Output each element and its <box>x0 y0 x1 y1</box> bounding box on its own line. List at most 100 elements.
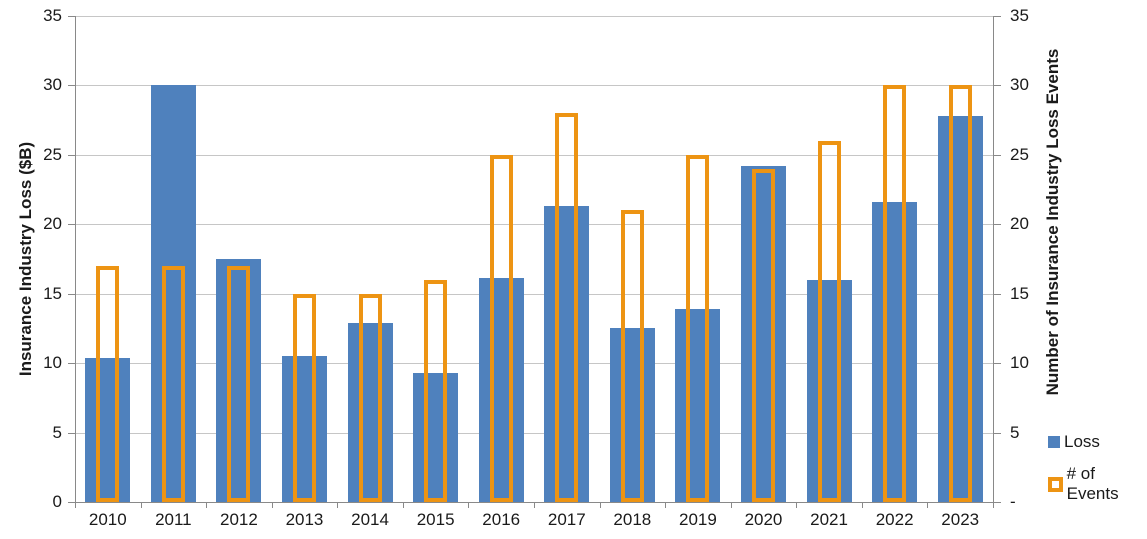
legend-item-loss: Loss <box>1048 432 1147 452</box>
x-axis-tick <box>665 502 667 508</box>
x-axis-label-2023: 2023 <box>941 510 980 529</box>
gridline <box>75 293 993 295</box>
left-axis-tick <box>68 363 75 365</box>
legend-label-events: # of Events <box>1066 464 1119 503</box>
x-axis-label-2015: 2015 <box>416 510 455 529</box>
x-axis-tick <box>337 502 339 508</box>
events-bar-2016 <box>489 154 513 502</box>
loss-bar-2016 <box>478 278 524 502</box>
x-axis-label-2018: 2018 <box>613 510 652 529</box>
x-axis-label-2019: 2019 <box>679 510 717 529</box>
gridline <box>75 85 993 87</box>
gridline <box>75 432 993 434</box>
x-axis-tick <box>993 502 994 508</box>
right-axis-label: 10 <box>1010 353 1029 373</box>
left-axis-label: 20 <box>43 214 62 234</box>
x-axis-tick <box>468 502 470 508</box>
loss-bar-2015 <box>413 372 459 502</box>
right-axis-tick <box>994 16 1001 17</box>
x-axis-label-2022: 2022 <box>875 510 914 529</box>
x-axis-label-2017: 2017 <box>547 510 586 529</box>
loss-bar-2019 <box>675 309 721 502</box>
left-axis-label: 0 <box>52 492 62 511</box>
left-axis-tick <box>68 293 75 295</box>
events-bar-2022 <box>883 85 907 502</box>
gridline <box>75 16 993 17</box>
loss-bar-2011 <box>150 85 196 502</box>
events-bar-2018 <box>620 210 644 502</box>
x-axis-label-2013: 2013 <box>285 510 324 529</box>
events-bar-2012 <box>227 265 251 502</box>
left-axis-label: 5 <box>52 422 62 442</box>
x-axis-tick <box>796 502 798 508</box>
left-axis-label: 10 <box>43 353 62 373</box>
left-axis-tick <box>68 502 75 503</box>
left-axis-label: 15 <box>43 283 62 303</box>
left-axis-label: 35 <box>43 6 62 25</box>
x-axis-tick <box>730 502 732 508</box>
legend-label-loss: Loss <box>1064 432 1100 451</box>
legend: Loss # of Events <box>1048 432 1147 504</box>
x-axis-label-2021: 2021 <box>810 510 848 529</box>
x-axis-tick <box>271 502 273 508</box>
x-axis-label-2020: 2020 <box>744 510 783 529</box>
left-axis-tick <box>68 432 75 434</box>
loss-bar-2020 <box>741 165 786 502</box>
loss-swatch-icon <box>1048 436 1060 448</box>
right-axis-label: 20 <box>1010 214 1029 234</box>
loss-bar-2017 <box>544 206 590 502</box>
events-bar-2023 <box>948 85 972 502</box>
events-bar-2014 <box>358 293 382 502</box>
loss-bar-2010 <box>85 357 131 502</box>
loss-bar-2022 <box>872 202 918 502</box>
x-axis-tick <box>75 502 76 508</box>
left-axis-tick <box>68 154 75 156</box>
loss-bar-2023 <box>937 115 983 502</box>
right-axis-tick <box>994 502 1001 503</box>
gridline <box>75 363 993 365</box>
events-bar-2020 <box>752 168 775 502</box>
left-axis-title: Insurance Industry Loss ($B) <box>16 141 35 377</box>
right-axis-label: 35 <box>1010 6 1029 25</box>
right-axis-label: 15 <box>1010 283 1029 303</box>
gridline <box>75 224 993 226</box>
left-axis-label: 30 <box>43 75 62 95</box>
left-axis-tick <box>68 16 75 17</box>
right-axis-label: 25 <box>1010 144 1029 164</box>
loss-bar-2014 <box>347 322 393 502</box>
x-axis-tick <box>140 502 142 508</box>
right-axis-tick <box>994 85 1001 87</box>
plot-area <box>75 16 993 502</box>
x-axis-tick <box>206 502 208 508</box>
loss-bar-2021 <box>806 279 852 502</box>
right-axis-tick <box>994 224 1001 226</box>
events-bar-2017 <box>555 113 579 502</box>
x-axis-label-2010: 2010 <box>88 510 127 529</box>
x-axis-tick <box>927 502 929 508</box>
x-axis-label-2016: 2016 <box>482 510 521 529</box>
right-axis-tick <box>994 432 1001 434</box>
x-axis-tick <box>599 502 601 508</box>
events-swatch-icon <box>1048 476 1063 492</box>
right-axis-label: 5 <box>1010 422 1020 442</box>
loss-bar-2013 <box>282 356 327 502</box>
events-bar-2010 <box>96 265 120 502</box>
events-bar-2011 <box>161 265 185 502</box>
left-axis-tick <box>68 224 75 226</box>
events-bar-2019 <box>686 154 710 502</box>
gridline <box>75 154 993 156</box>
right-axis-tick <box>994 293 1001 295</box>
left-axis-line <box>75 16 76 503</box>
right-axis-tick <box>994 154 1001 156</box>
x-axis-label-2011: 2011 <box>155 510 192 529</box>
right-axis-label: - <box>1010 492 1016 511</box>
x-axis-label-2012: 2012 <box>220 510 258 529</box>
loss-bar-2012 <box>216 259 262 502</box>
events-bar-2015 <box>424 279 448 502</box>
x-axis-tick <box>861 502 863 508</box>
loss-bar-2018 <box>609 328 655 502</box>
right-axis-tick <box>994 363 1001 365</box>
events-bar-2021 <box>817 140 841 502</box>
legend-item-events: # of Events <box>1048 464 1147 504</box>
